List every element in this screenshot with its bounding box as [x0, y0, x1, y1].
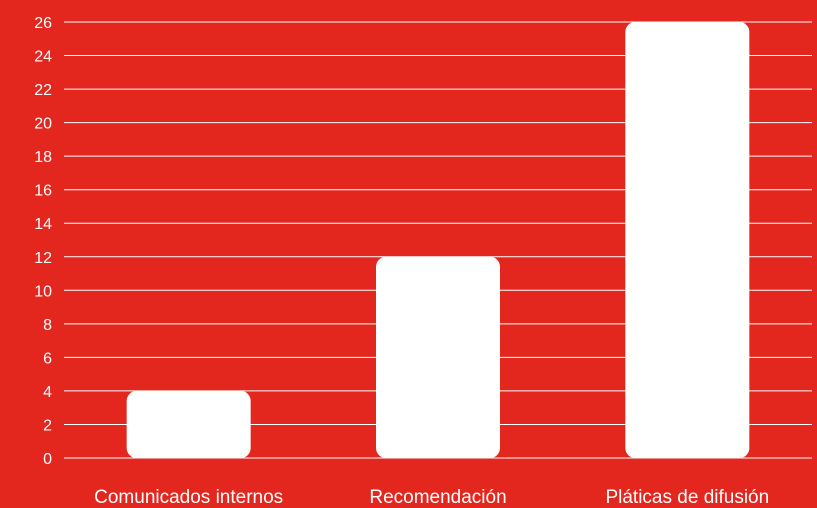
- y-tick-label: 8: [43, 317, 52, 334]
- y-tick-label: 26: [34, 15, 52, 32]
- y-tick-label: 12: [34, 250, 52, 267]
- x-axis-labels: Comunicados internos Recomendación Plática…: [94, 487, 769, 508]
- y-tick-label: 20: [34, 116, 52, 133]
- x-category-label: Comunicados internos: [94, 487, 283, 508]
- y-tick-label: 16: [34, 183, 52, 200]
- y-tick-label: 18: [34, 149, 52, 166]
- y-tick-label: 22: [34, 82, 52, 99]
- bar-1: [376, 256, 500, 458]
- x-category-label: Pláticas de difusión: [605, 487, 769, 508]
- bars: [126, 22, 750, 458]
- bar-0: [126, 390, 251, 458]
- y-tick-label: 4: [43, 384, 52, 401]
- y-tick-label: 6: [43, 350, 52, 367]
- y-tick-label: 0: [43, 451, 52, 468]
- bar-2: [625, 22, 750, 458]
- y-tick-label: 10: [34, 283, 52, 300]
- y-tick-label: 2: [43, 417, 52, 434]
- x-category-label: Recomendación: [369, 487, 506, 508]
- y-tick-label: 24: [34, 49, 52, 66]
- y-tick-label: 14: [34, 216, 52, 233]
